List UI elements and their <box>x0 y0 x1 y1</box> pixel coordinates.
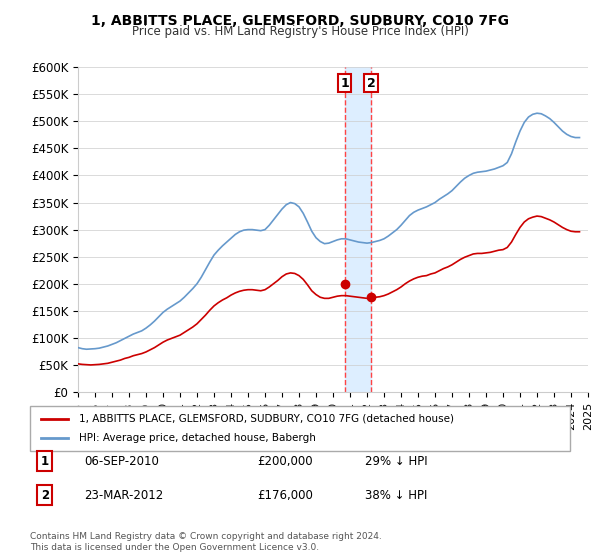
Text: 06-SEP-2010: 06-SEP-2010 <box>84 455 159 468</box>
Text: £176,000: £176,000 <box>257 488 313 502</box>
Text: 1, ABBITTS PLACE, GLEMSFORD, SUDBURY, CO10 7FG: 1, ABBITTS PLACE, GLEMSFORD, SUDBURY, CO… <box>91 14 509 28</box>
Text: Price paid vs. HM Land Registry's House Price Index (HPI): Price paid vs. HM Land Registry's House … <box>131 25 469 38</box>
Text: 23-MAR-2012: 23-MAR-2012 <box>84 488 163 502</box>
FancyBboxPatch shape <box>30 406 570 451</box>
Text: Contains HM Land Registry data © Crown copyright and database right 2024.
This d: Contains HM Land Registry data © Crown c… <box>30 532 382 552</box>
Text: 29% ↓ HPI: 29% ↓ HPI <box>365 455 427 468</box>
Text: 2: 2 <box>367 77 375 90</box>
Bar <box>344 67 371 392</box>
Text: 1: 1 <box>340 77 349 90</box>
Text: HPI: Average price, detached house, Babergh: HPI: Average price, detached house, Babe… <box>79 433 316 444</box>
Text: 38% ↓ HPI: 38% ↓ HPI <box>365 488 427 502</box>
Text: 1: 1 <box>41 455 49 468</box>
Text: 2: 2 <box>41 488 49 502</box>
Text: 1, ABBITTS PLACE, GLEMSFORD, SUDBURY, CO10 7FG (detached house): 1, ABBITTS PLACE, GLEMSFORD, SUDBURY, CO… <box>79 413 454 423</box>
Text: £200,000: £200,000 <box>257 455 313 468</box>
